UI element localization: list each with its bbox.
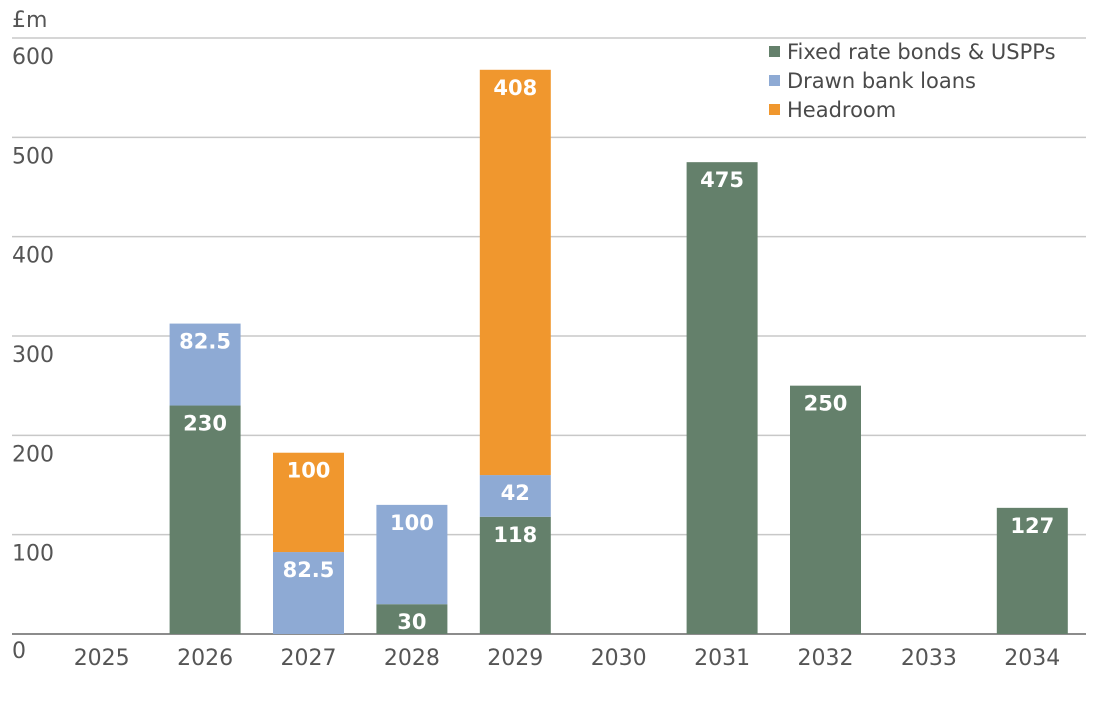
x-tick-label: 2033	[901, 646, 957, 671]
data-label: 250	[804, 392, 848, 416]
bar-segment	[169, 323, 241, 406]
data-label: 30	[397, 610, 426, 634]
x-tick-label: 2030	[591, 646, 647, 671]
bar-segment	[273, 452, 344, 553]
y-tick-label: 400	[12, 244, 54, 269]
x-tick-label: 2025	[74, 646, 130, 671]
legend-label: Headroom	[787, 98, 896, 122]
y-tick-label: 100	[12, 542, 54, 567]
data-label: 127	[1010, 514, 1054, 538]
y-tick-label: 0	[12, 639, 26, 664]
bar-segment	[790, 385, 861, 634]
legend-swatch	[769, 75, 780, 86]
data-label: 100	[287, 459, 331, 483]
x-axis: 2025 2026 2027 2028 2029 2030 2031 2032 2033 2034	[74, 646, 1061, 671]
x-tick-label: 2032	[798, 646, 854, 671]
legend: Fixed rate bonds & USPPs Drawn bank loans…	[769, 40, 1056, 122]
x-tick-label: 2029	[487, 646, 543, 671]
bar-segment	[996, 507, 1068, 634]
bars: 230 82.5 82.5 100 30 100 118 42 408 475 250 127	[169, 69, 1068, 634]
data-label: 100	[390, 511, 434, 535]
data-label: 118	[493, 523, 537, 547]
bar-segment	[479, 475, 551, 517]
bar-segment	[376, 504, 448, 605]
y-tick-label: 500	[12, 144, 54, 169]
y-tick-label: 200	[12, 442, 54, 467]
x-tick-label: 2031	[694, 646, 750, 671]
y-tick-label: 300	[12, 343, 54, 368]
data-label: 475	[700, 168, 744, 192]
x-tick-label: 2026	[177, 646, 233, 671]
y-tick-label: 600	[12, 45, 54, 70]
bar-segment	[376, 604, 448, 634]
legend-swatch	[769, 104, 780, 115]
data-label: 82.5	[283, 558, 335, 582]
data-label: 408	[493, 76, 537, 100]
data-label: 42	[501, 481, 530, 505]
bar-segment	[479, 516, 551, 634]
bar-segment	[273, 552, 344, 634]
x-tick-label: 2027	[281, 646, 337, 671]
x-tick-label: 2028	[384, 646, 440, 671]
y-axis: 0 100 200 300 400 500 600	[12, 45, 54, 664]
x-tick-label: 2034	[1004, 646, 1060, 671]
data-label: 82.5	[179, 330, 231, 354]
data-label: 230	[183, 412, 227, 436]
bar-segment	[686, 162, 758, 634]
y-unit-label: £m	[12, 8, 47, 33]
legend-label: Drawn bank loans	[787, 69, 976, 93]
legend-swatch	[769, 46, 780, 57]
bar-segment	[169, 405, 241, 634]
bar-segment	[479, 69, 551, 476]
legend-label: Fixed rate bonds & USPPs	[787, 40, 1056, 64]
